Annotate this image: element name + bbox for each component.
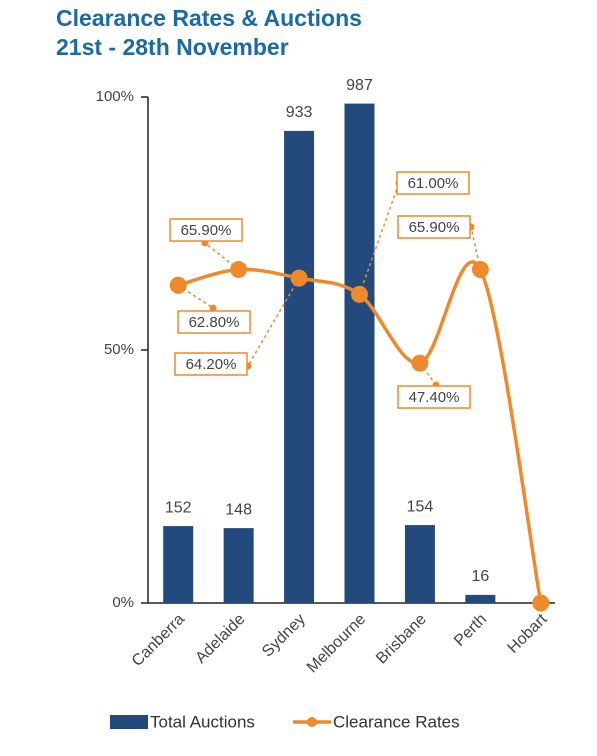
data-label: 65.90% [409, 219, 460, 236]
legend-label: Clearance Rates [333, 712, 460, 731]
x-tick-label: Adelaide [192, 611, 248, 667]
leader-dot [209, 304, 217, 312]
bar-label: 154 [407, 498, 434, 515]
x-tick-label: Canberra [129, 611, 188, 670]
label-box [397, 215, 471, 239]
label-box [169, 218, 243, 242]
data-label: 64.20% [186, 356, 237, 373]
data-label: 65.90% [181, 222, 232, 239]
leader [204, 242, 240, 271]
label-box [397, 385, 471, 409]
label-box [174, 352, 248, 376]
label-box [177, 310, 251, 334]
y-tick-label: 50% [104, 341, 134, 358]
bar-label: 16 [471, 568, 489, 585]
leader [358, 182, 400, 295]
leader [470, 226, 482, 270]
legend-swatch [307, 717, 317, 727]
data-label: 61.00% [408, 175, 459, 192]
leader [177, 284, 214, 309]
bar [223, 528, 254, 603]
legend-label: Total Auctions [150, 712, 255, 731]
bar [404, 525, 435, 603]
leader [247, 277, 300, 367]
bar-label: 987 [346, 77, 373, 94]
y-tick-label: 100% [96, 88, 134, 105]
bar-label: 933 [286, 104, 313, 121]
x-tick-label: Brisbane [373, 611, 430, 668]
bar-label: 148 [225, 501, 252, 518]
bar [465, 594, 496, 603]
leader [419, 362, 437, 386]
legend-swatch [110, 715, 148, 729]
bar [284, 130, 315, 604]
point [532, 594, 550, 612]
label-box [396, 171, 470, 195]
x-tick-label: Perth [451, 611, 490, 650]
chart-subtitle: 21st - 28th November [56, 34, 289, 60]
bar-label: 152 [165, 499, 192, 516]
data-label: 62.80% [189, 314, 240, 331]
line [177, 260, 543, 604]
x-tick-label: Hobart [505, 610, 551, 656]
bar [163, 526, 194, 603]
bar [344, 103, 375, 603]
chart-title: Clearance Rates & Auctions [56, 5, 362, 31]
data-label: 47.40% [409, 389, 460, 406]
x-tick-label: Sydney [259, 611, 309, 661]
x-tick-label: Melbourne [304, 611, 370, 677]
y-tick-label: 0% [112, 594, 134, 611]
